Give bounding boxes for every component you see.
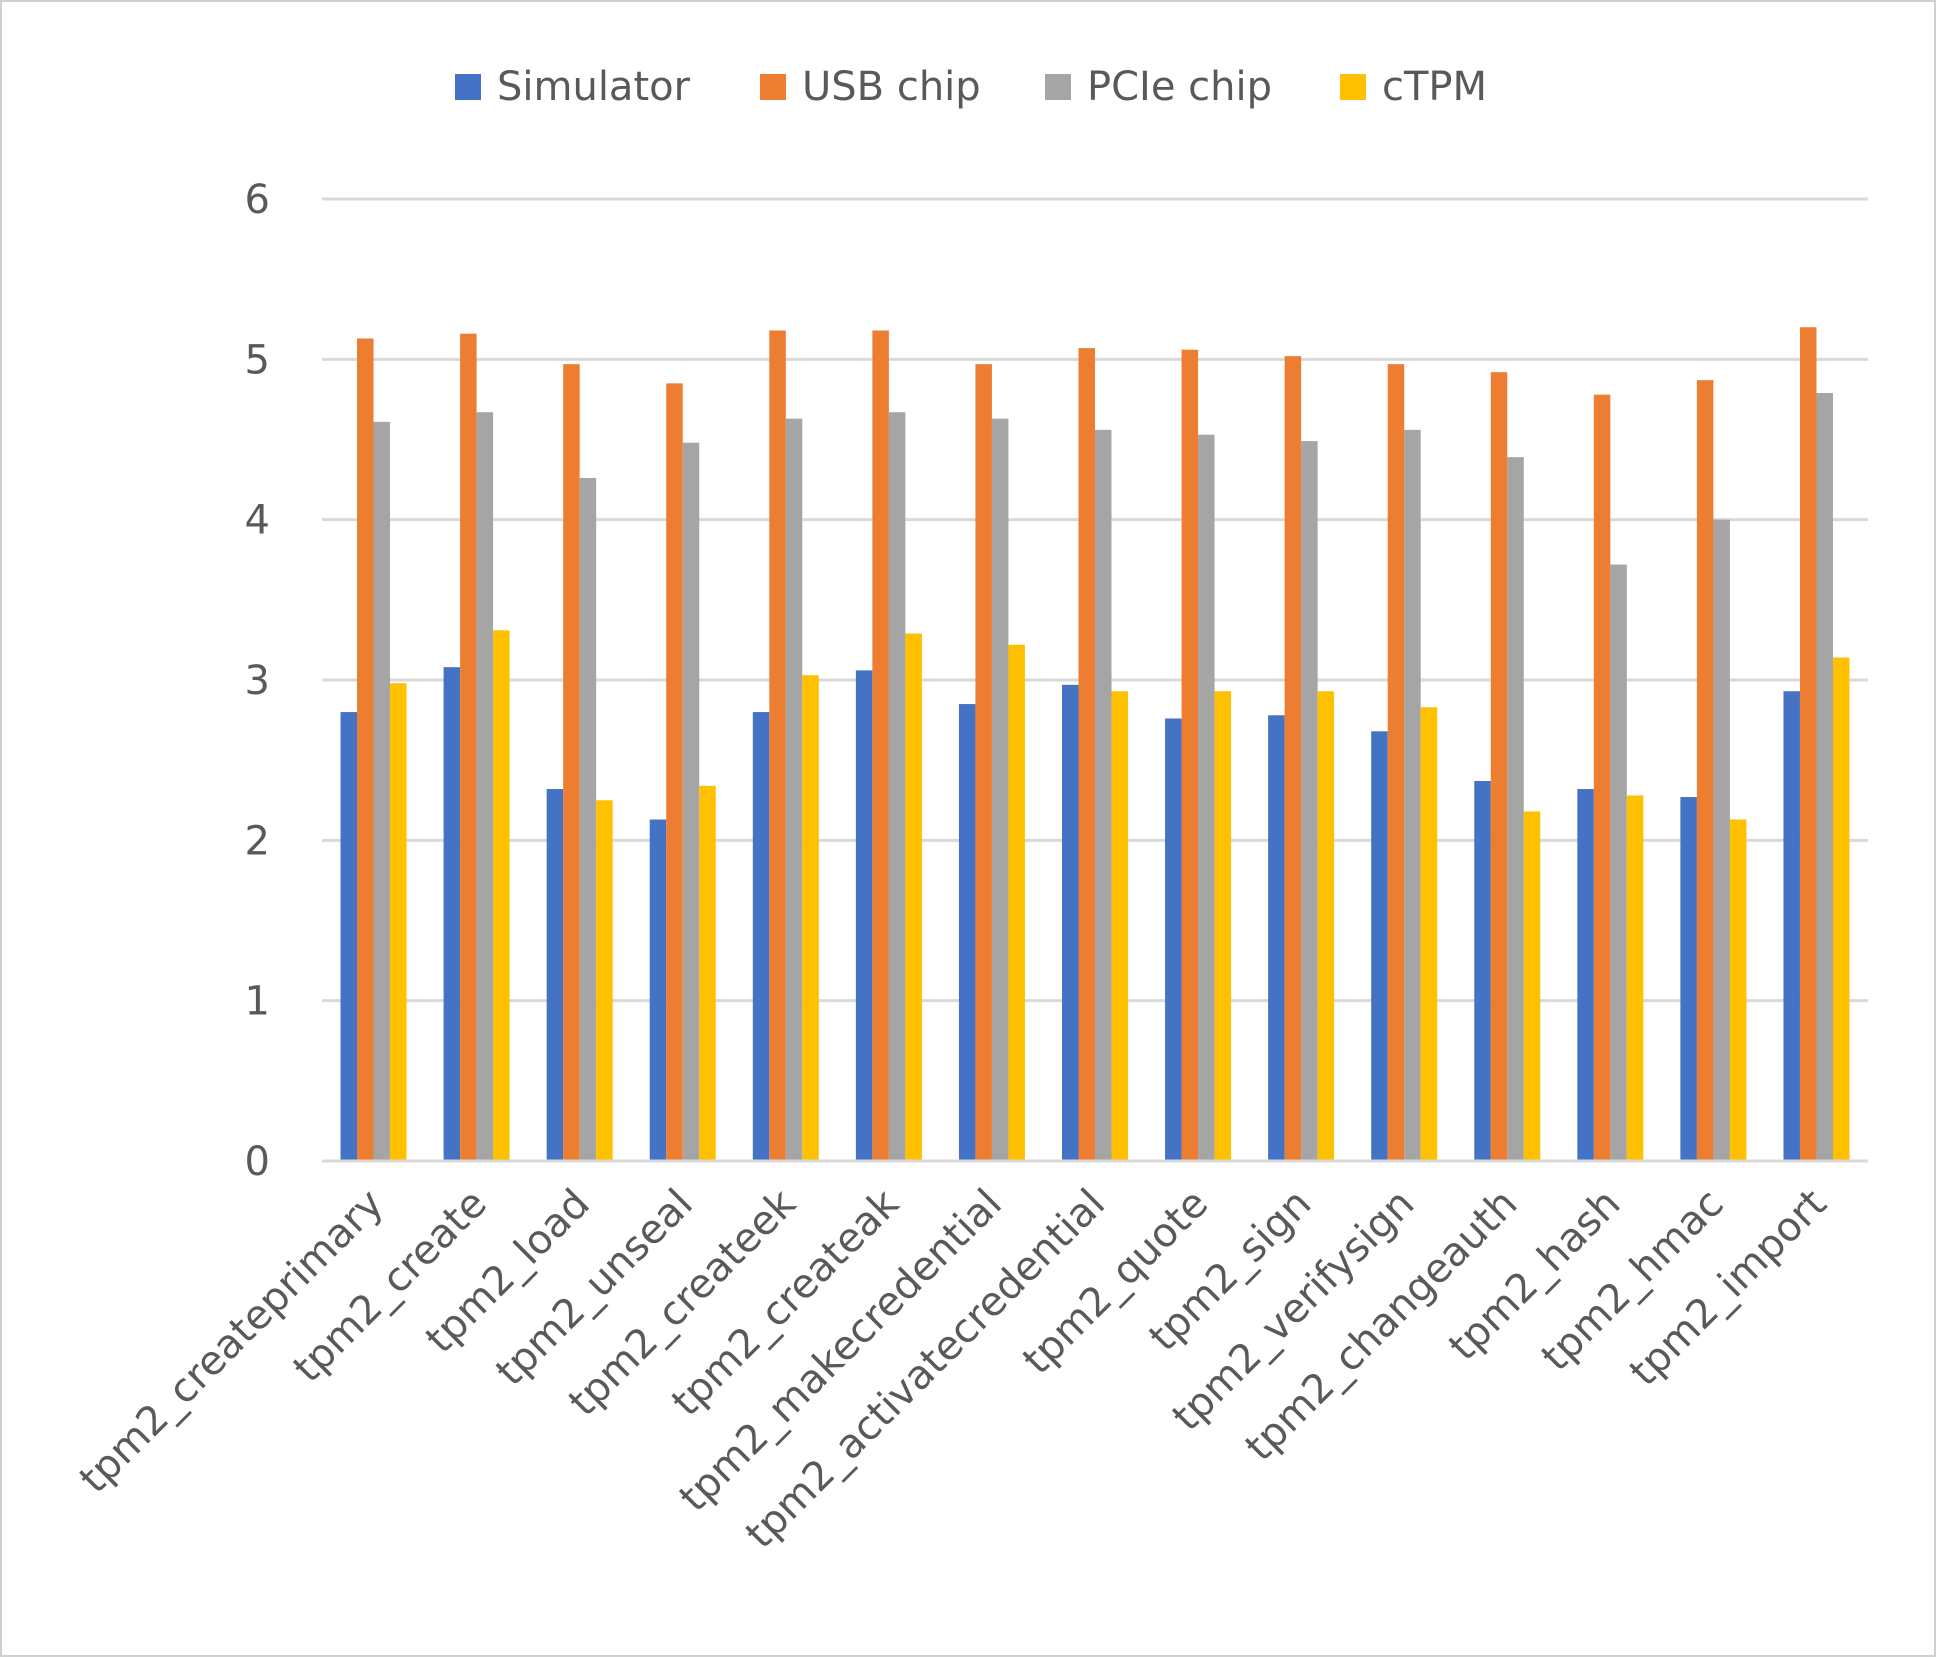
bar-usb-chip-tpm2_createek bbox=[769, 330, 786, 1162]
y-tick-label: 3 bbox=[245, 658, 270, 704]
y-axis-ticks: 0 1 2 3 4 5 6 bbox=[245, 177, 270, 1185]
x-axis-labels: tpm2_createprimarytpm2_createtpm2_loadtp… bbox=[71, 1180, 1836, 1558]
bar-simulator-tpm2_createak bbox=[855, 670, 873, 1161]
legend-label: Simulator bbox=[497, 64, 691, 110]
bar-pcie-chip-tpm2_unseal bbox=[682, 442, 700, 1162]
bar-simulator-tpm2_hash bbox=[1577, 789, 1594, 1161]
bar-simulator-tpm2_create bbox=[443, 667, 461, 1161]
legend-swatch bbox=[455, 74, 481, 100]
bar-pcie-chip-tpm2_makecredential bbox=[991, 418, 1009, 1161]
bar-usb-chip-tpm2_hmac bbox=[1696, 380, 1714, 1161]
bar-simulator-tpm2_createek bbox=[752, 712, 770, 1161]
bar-usb-chip-tpm2_changeauth bbox=[1490, 372, 1508, 1161]
bar-usb-chip-tpm2_import bbox=[1799, 327, 1817, 1161]
bar-simulator-tpm2_activatecredential bbox=[1062, 684, 1079, 1161]
legend-label: USB chip bbox=[802, 64, 981, 110]
bar-usb-chip-tpm2_makecredential bbox=[975, 364, 992, 1161]
bar-pcie-chip-tpm2_verifysign bbox=[1404, 429, 1421, 1161]
bar-ctpm-tpm2_hmac bbox=[1729, 819, 1747, 1161]
bar-ctpm-tpm2_import bbox=[1832, 657, 1850, 1161]
bar-usb-chip-tpm2_createak bbox=[872, 330, 889, 1162]
bar-simulator-tpm2_makecredential bbox=[958, 704, 976, 1161]
bar-simulator-tpm2_import bbox=[1783, 691, 1800, 1161]
y-tick-label: 2 bbox=[245, 818, 270, 864]
bar-pcie-chip-tpm2_createak bbox=[888, 412, 906, 1161]
legend-swatch bbox=[1340, 74, 1366, 100]
bar-ctpm-tpm2_unseal bbox=[699, 785, 716, 1161]
bar-ctpm-tpm2_hash bbox=[1626, 795, 1644, 1161]
bar-pcie-chip-tpm2_changeauth bbox=[1507, 457, 1524, 1161]
bar-simulator-tpm2_load bbox=[546, 789, 564, 1161]
bar-simulator-tpm2_hmac bbox=[1680, 797, 1697, 1161]
y-tick-label: 5 bbox=[245, 337, 270, 383]
bar-usb-chip-tpm2_verifysign bbox=[1387, 364, 1405, 1161]
bar-ctpm-tpm2_load bbox=[596, 800, 613, 1161]
bar-ctpm-tpm2_quote bbox=[1214, 691, 1232, 1161]
bar-simulator-tpm2_sign bbox=[1268, 715, 1285, 1161]
bar-usb-chip-tpm2_createprimary bbox=[357, 338, 374, 1161]
bar-ctpm-tpm2_activatecredential bbox=[1111, 691, 1128, 1161]
bar-simulator-tpm2_createprimary bbox=[340, 712, 358, 1161]
y-tick-label: 0 bbox=[245, 1139, 270, 1185]
bar-usb-chip-tpm2_load bbox=[563, 364, 580, 1161]
bar-ctpm-tpm2_create bbox=[493, 630, 510, 1161]
legend-swatch bbox=[1045, 74, 1071, 100]
bar-pcie-chip-tpm2_import bbox=[1816, 393, 1833, 1161]
bar-ctpm-tpm2_sign bbox=[1317, 691, 1335, 1161]
bar-ctpm-tpm2_createak bbox=[905, 633, 922, 1161]
bar-usb-chip-tpm2_quote bbox=[1181, 349, 1199, 1162]
bar-pcie-chip-tpm2_sign bbox=[1301, 441, 1318, 1162]
bar-ctpm-tpm2_makecredential bbox=[1008, 644, 1025, 1161]
bar-simulator-tpm2_verifysign bbox=[1371, 731, 1388, 1161]
bar-pcie-chip-tpm2_load bbox=[579, 477, 597, 1162]
bar-simulator-tpm2_quote bbox=[1165, 718, 1182, 1161]
y-tick-label: 1 bbox=[245, 979, 270, 1025]
bar-usb-chip-tpm2_unseal bbox=[666, 383, 683, 1161]
bars bbox=[340, 327, 1850, 1162]
bar-usb-chip-tpm2_sign bbox=[1284, 356, 1302, 1161]
legend-label: cTPM bbox=[1382, 64, 1487, 110]
bar-simulator-tpm2_changeauth bbox=[1474, 781, 1491, 1161]
bar-pcie-chip-tpm2_hmac bbox=[1713, 519, 1730, 1161]
bar-ctpm-tpm2_createprimary bbox=[390, 683, 407, 1161]
bar-usb-chip-tpm2_hash bbox=[1593, 394, 1611, 1161]
bar-pcie-chip-tpm2_create bbox=[476, 412, 494, 1161]
legend-label: PCIe chip bbox=[1087, 64, 1272, 110]
y-tick-label: 4 bbox=[245, 498, 270, 544]
legend-swatch bbox=[760, 74, 786, 100]
y-tick-label: 6 bbox=[245, 177, 270, 223]
bar-usb-chip-tpm2_activatecredential bbox=[1078, 348, 1095, 1161]
bar-pcie-chip-tpm2_createprimary bbox=[373, 421, 391, 1161]
bar-ctpm-tpm2_verifysign bbox=[1420, 707, 1438, 1161]
bar-usb-chip-tpm2_create bbox=[460, 333, 477, 1161]
bar-pcie-chip-tpm2_hash bbox=[1610, 564, 1627, 1161]
bar-ctpm-tpm2_createek bbox=[802, 675, 819, 1161]
bar-ctpm-tpm2_changeauth bbox=[1523, 811, 1541, 1161]
bar-pcie-chip-tpm2_quote bbox=[1198, 434, 1215, 1161]
legend: Simulator USB chip PCIe chip cTPM bbox=[455, 64, 1487, 110]
bar-pcie-chip-tpm2_createek bbox=[785, 418, 803, 1161]
bar-pcie-chip-tpm2_activatecredential bbox=[1095, 429, 1112, 1161]
bar-simulator-tpm2_unseal bbox=[649, 819, 667, 1161]
